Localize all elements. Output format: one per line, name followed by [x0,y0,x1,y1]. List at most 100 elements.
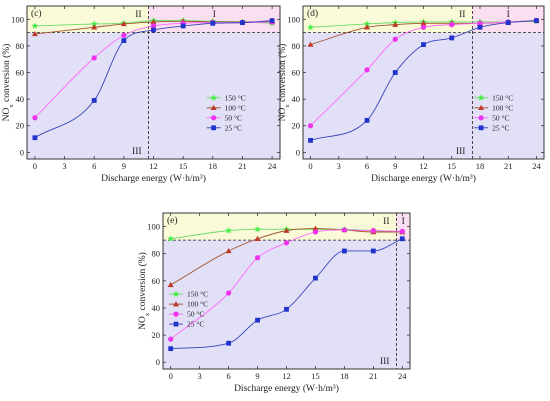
data-point [477,24,483,30]
y-axis-label-subscript: x [284,104,291,108]
legend-label-3: 25 °C [187,320,204,329]
legend-label-1: 100 °C [492,103,513,112]
legend-marker-2 [211,115,217,121]
y-tick-label: 80 [16,41,25,51]
y-tick-label: 40 [292,94,301,104]
x-axis-label: Discharge energy (W·h/m³) [371,173,476,184]
data-point [308,137,313,143]
x-axis-label: Discharge energy (W·h/m³) [101,173,206,184]
data-point [91,55,97,61]
data-point [269,18,275,24]
data-point [449,35,455,41]
y-axis-label-subscript: x [8,104,15,108]
data-point [370,228,376,234]
legend-marker-2 [173,311,179,317]
data-point [121,38,127,43]
data-point [364,118,370,123]
x-tick-label: 3 [337,161,341,171]
data-point [240,20,245,26]
data-point [254,235,261,241]
data-point [168,336,174,342]
x-tick-label: 3 [62,161,66,171]
region-label-i: I [213,10,216,20]
data-point [341,248,347,254]
data-point [420,24,427,30]
data-point [421,42,426,47]
region-label-ii: II [383,217,389,227]
y-tick-label: 0 [156,357,160,367]
legend-marker-1 [478,104,485,110]
data-point [91,98,97,103]
x-tick-label: 0 [33,161,37,171]
data-point [168,346,174,352]
y-axis-label-main: NO [138,316,148,330]
y-tick-label: 40 [152,303,161,313]
data-point [449,22,455,28]
x-tick-label: 6 [226,371,230,381]
y-tick-label: 0 [20,147,24,157]
y-axis-label-rest: conversion (%) [137,252,148,313]
data-point [399,236,405,242]
data-point [284,306,289,312]
x-tick-label: 3 [198,371,202,381]
y-tick-label: 60 [152,276,161,286]
x-tick-label: 0 [169,371,173,381]
data-point [167,235,175,242]
data-point [392,21,399,27]
y-tick-label: 80 [292,41,301,51]
y-tick-label: 20 [292,121,301,131]
data-point [254,225,261,233]
legend-label-0: 150 °C [225,93,246,102]
legend-label-3: 25 °C [492,123,509,132]
legend-marker-3 [173,321,179,327]
x-axis-label: Discharge energy (W·h/m³) [234,383,339,394]
series-group [307,17,540,143]
legend-label-2: 50 °C [225,113,242,122]
data-point [364,67,370,73]
region-label-iii: III [456,147,466,157]
y-axis-label: NOx conversion (%) [277,44,291,122]
data-point [31,22,39,29]
y-tick-label: 20 [16,121,25,131]
data-point [32,115,38,121]
data-point [254,255,261,261]
data-point [364,24,371,30]
x-tick-label: 18 [476,161,485,171]
region-ii-background [303,6,473,33]
data-point [392,36,398,42]
region-label-iii: III [380,357,390,367]
data-point [120,20,127,27]
x-tick-label: 21 [369,371,378,381]
legend-marker-0 [210,94,218,101]
region-label-i: I [507,10,510,20]
x-tick-label: 15 [447,161,456,171]
x-tick-label: 24 [532,161,541,171]
series-line-3 [170,238,403,350]
y-axis-label: NOx conversion (%) [1,44,15,122]
legend-marker-3 [211,125,217,131]
data-point [312,229,319,235]
data-point [255,317,260,323]
data-point [283,227,290,233]
region-iii-background [163,240,410,369]
y-tick-label: 40 [16,94,25,104]
legend-label-1: 100 °C [225,103,246,112]
data-point [307,41,314,47]
panel-label: (c) [31,8,42,19]
y-tick-label: 100 [11,14,24,24]
data-point [31,30,38,37]
data-point [341,227,347,233]
region-label-i: I [402,217,405,227]
legend-label-3: 25 °C [225,123,242,132]
x-tick-label: 24 [398,371,407,381]
legend-marker-3 [478,125,484,131]
y-axis-label-main: NO [278,107,288,121]
y-tick-label: 80 [152,249,161,259]
y-axis-label-rest: conversion (%) [277,44,288,105]
y-axis-label: NOx conversion (%) [137,252,151,330]
